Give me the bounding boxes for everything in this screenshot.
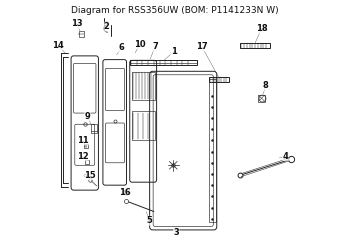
Bar (130, 60, 197, 65)
Bar (132, 72, 155, 100)
Text: 17: 17 (196, 42, 208, 51)
Text: 15: 15 (84, 171, 96, 180)
Text: 14: 14 (52, 41, 64, 50)
Text: 7: 7 (152, 42, 158, 51)
Text: 16: 16 (119, 188, 131, 197)
Text: 12: 12 (77, 152, 89, 160)
Text: 9: 9 (85, 112, 90, 121)
Bar (240, 44, 270, 49)
Text: 2: 2 (104, 22, 110, 31)
Text: 3: 3 (173, 228, 179, 237)
Text: 10: 10 (134, 40, 146, 49)
Text: 11: 11 (77, 136, 89, 145)
Bar (78, 30, 84, 38)
Bar (209, 79, 216, 222)
Text: 13: 13 (71, 19, 83, 28)
Bar (91, 124, 97, 133)
Text: 18: 18 (256, 24, 267, 33)
Text: 8: 8 (263, 81, 268, 90)
Bar (132, 111, 155, 140)
Text: 1: 1 (171, 47, 177, 56)
Text: 4: 4 (283, 152, 288, 160)
Text: 5: 5 (146, 216, 152, 225)
Bar (209, 77, 229, 82)
Bar (130, 60, 197, 62)
Text: 6: 6 (119, 44, 125, 52)
Text: Diagram for RSS356UW (BOM: P1141233N W): Diagram for RSS356UW (BOM: P1141233N W) (71, 6, 279, 15)
Bar (258, 95, 265, 102)
